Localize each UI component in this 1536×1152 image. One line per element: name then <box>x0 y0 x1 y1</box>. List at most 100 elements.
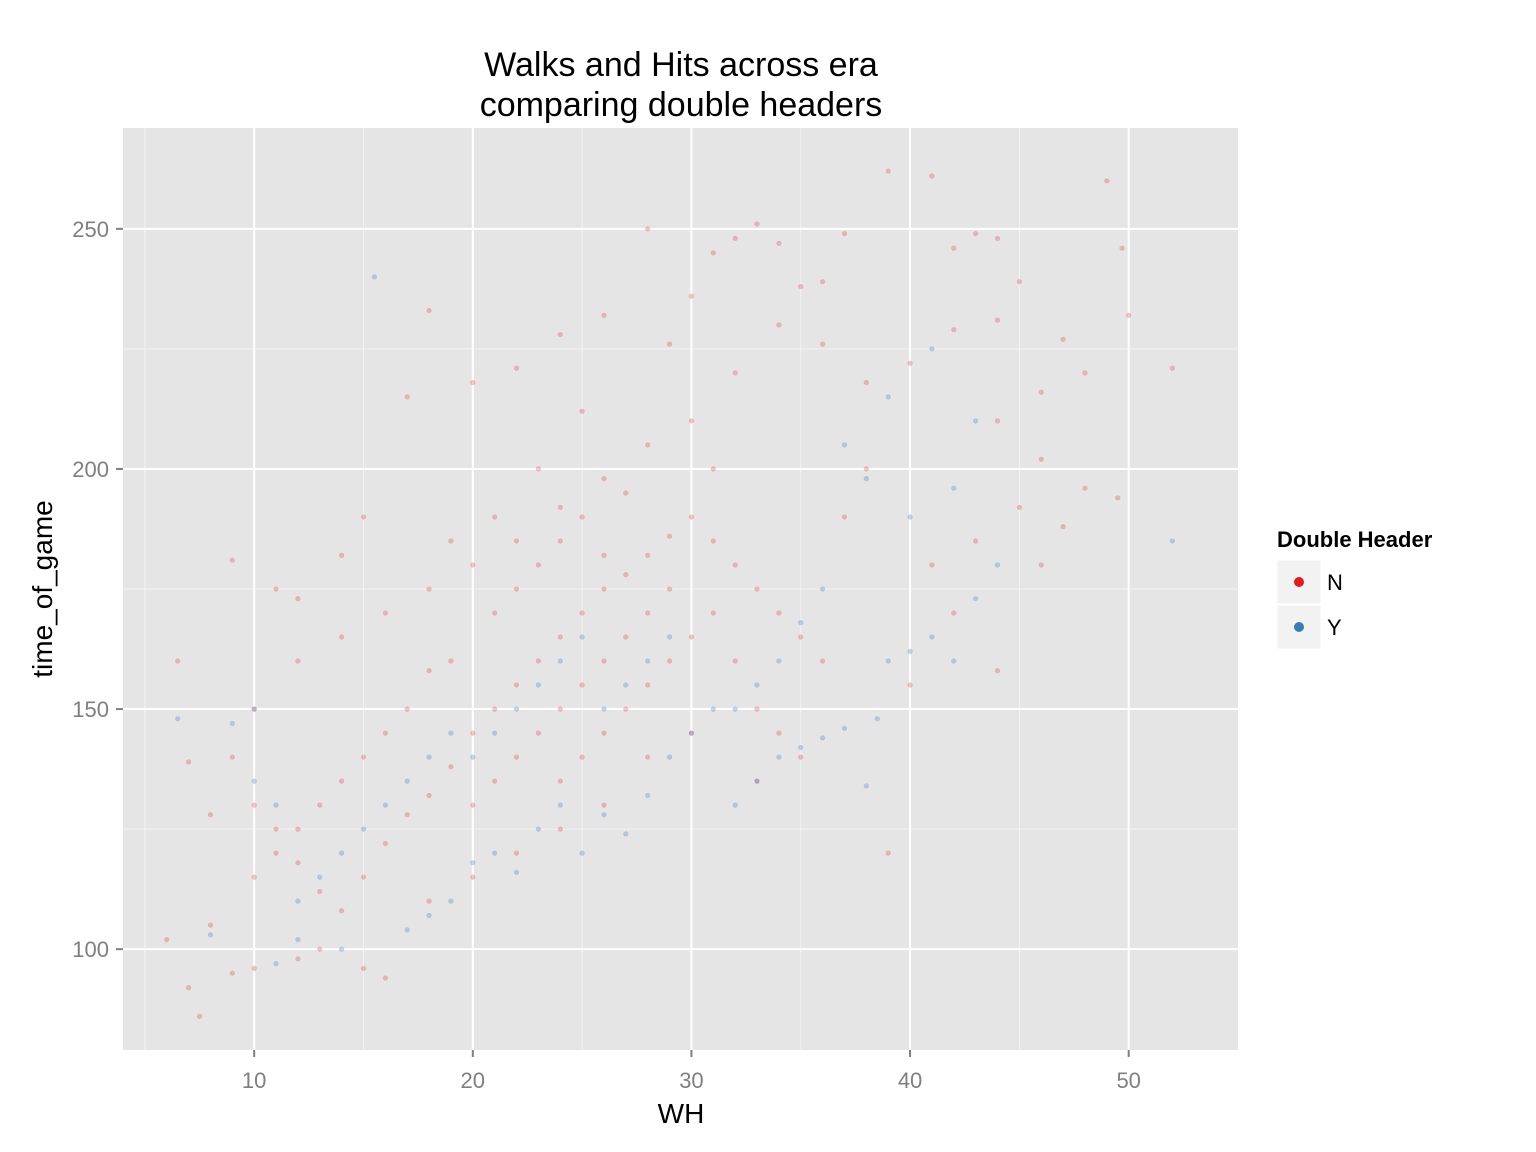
point-n-40 <box>1016 279 1023 285</box>
point-n-69 <box>229 754 235 760</box>
point-n-45 <box>1115 495 1121 501</box>
series-n-points <box>164 168 1175 1020</box>
point-n-142 <box>601 730 607 736</box>
point-y-10 <box>448 898 454 904</box>
point-y-16 <box>579 850 585 856</box>
x-axis-label: WH <box>658 1098 705 1129</box>
point-n-108 <box>1038 456 1044 462</box>
point-n-15 <box>295 596 301 602</box>
point-n-39 <box>994 235 1001 241</box>
point-n-52 <box>907 360 913 366</box>
point-n-32 <box>798 283 804 290</box>
point-n-132 <box>535 562 542 568</box>
point-n-155 <box>601 802 607 808</box>
point-n-150 <box>776 730 782 736</box>
grid-major <box>123 128 1238 1050</box>
point-n-107 <box>1060 524 1066 530</box>
point-n-30 <box>754 221 760 227</box>
point-n-84 <box>557 634 563 640</box>
point-y-18 <box>623 831 629 837</box>
point-n-19 <box>404 394 410 400</box>
point-y-63 <box>426 754 432 760</box>
point-y-15 <box>557 802 563 808</box>
point-n-36 <box>929 173 935 179</box>
point-y-55 <box>579 634 585 640</box>
point-n-152 <box>754 778 760 784</box>
point-n-146 <box>688 634 695 640</box>
point-n-75 <box>360 874 367 880</box>
point-n-48 <box>1126 312 1132 318</box>
legend-key-n-marker <box>1294 577 1304 587</box>
point-y-37 <box>1169 538 1175 544</box>
point-n-46 <box>1082 485 1088 491</box>
point-n-115 <box>579 682 585 688</box>
point-n-99 <box>885 850 891 856</box>
point-n-17 <box>360 514 367 520</box>
point-y-7 <box>371 274 377 280</box>
point-n-38 <box>973 231 979 237</box>
point-n-74 <box>339 908 345 914</box>
point-n-119 <box>667 586 673 592</box>
point-n-149 <box>754 706 760 712</box>
point-n-103 <box>994 668 1001 674</box>
point-y-54 <box>557 658 563 664</box>
point-n-126 <box>317 802 323 808</box>
point-n-153 <box>688 730 695 736</box>
point-n-20 <box>470 379 476 386</box>
point-n-26 <box>667 341 673 347</box>
point-n-90 <box>688 514 695 520</box>
point-n-102 <box>951 610 957 616</box>
grid-minor <box>123 128 1238 1050</box>
point-n-9 <box>382 975 388 981</box>
point-n-127 <box>295 826 301 832</box>
point-n-63 <box>470 562 476 568</box>
x-tick-label-2: 30 <box>679 1068 703 1093</box>
point-y-48 <box>754 682 760 688</box>
point-y-31 <box>885 658 891 664</box>
point-n-109 <box>994 418 1001 424</box>
point-y-27 <box>820 735 826 741</box>
point-n-130 <box>492 610 498 616</box>
point-n-68 <box>251 706 257 712</box>
point-y-67 <box>295 898 301 904</box>
point-n-134 <box>579 514 585 520</box>
chart-title-line1: Walks and Hits across era <box>484 46 878 84</box>
point-n-62 <box>513 538 520 544</box>
chart-title-line2: comparing double headers <box>480 86 883 124</box>
point-n-143 <box>623 706 629 712</box>
point-n-101 <box>929 562 935 568</box>
point-y-62 <box>404 778 410 784</box>
point-y-1 <box>207 932 214 938</box>
point-y-32 <box>907 648 913 655</box>
point-n-29 <box>732 235 738 241</box>
point-n-125 <box>339 778 345 784</box>
point-n-1 <box>186 985 192 991</box>
y-tick-label-0: 100 <box>72 937 109 962</box>
point-n-21 <box>513 365 520 371</box>
point-n-93 <box>754 586 760 592</box>
point-n-131 <box>513 586 520 592</box>
point-y-69 <box>251 778 257 784</box>
point-n-98 <box>863 466 869 472</box>
point-n-0 <box>164 937 170 943</box>
point-y-23 <box>732 802 738 808</box>
point-n-58 <box>688 418 695 424</box>
point-n-53 <box>863 379 869 386</box>
point-n-124 <box>360 754 367 760</box>
point-n-5 <box>251 965 257 972</box>
x-tick-label-1: 20 <box>461 1068 485 1093</box>
point-y-34 <box>951 658 957 664</box>
point-y-64 <box>448 730 454 736</box>
point-n-43 <box>1104 178 1110 184</box>
point-n-64 <box>426 586 432 592</box>
x-tick-label-4: 50 <box>1116 1068 1140 1093</box>
point-n-80 <box>470 730 476 736</box>
point-n-116 <box>601 658 607 664</box>
point-n-83 <box>535 658 542 664</box>
point-n-33 <box>820 279 826 285</box>
point-n-70 <box>251 802 257 808</box>
point-y-28 <box>841 725 848 731</box>
point-n-129 <box>251 874 257 880</box>
point-n-128 <box>273 850 279 856</box>
